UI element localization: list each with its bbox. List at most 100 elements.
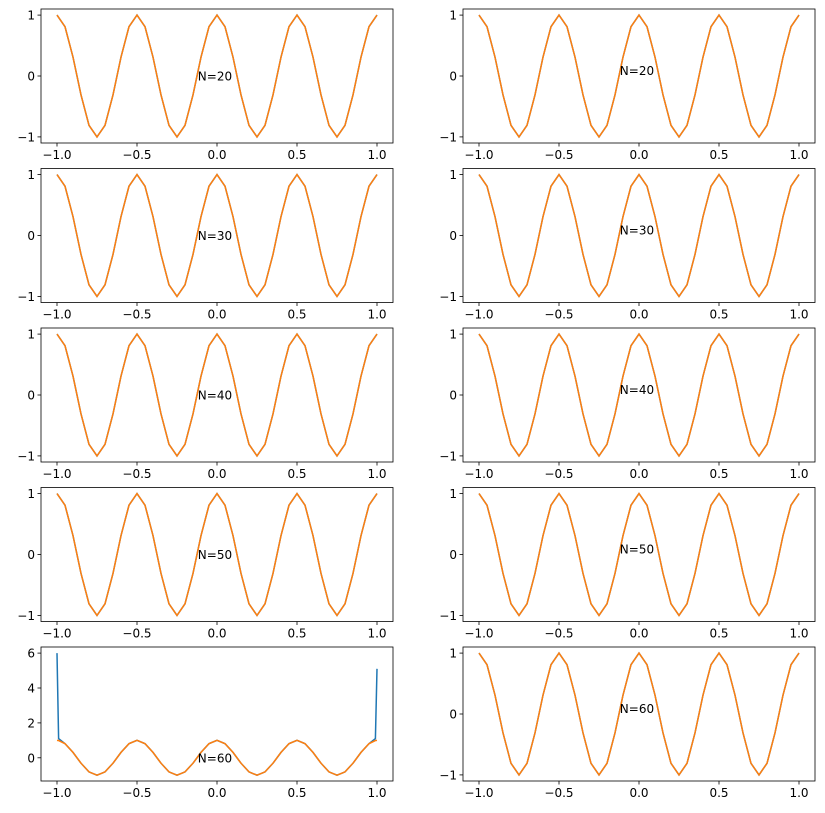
x-tick-label: 0.5 <box>709 786 728 800</box>
x-tick-label: 1.0 <box>367 467 386 481</box>
x-tick-label: −1.0 <box>42 627 71 641</box>
x-tick-label: −0.5 <box>122 308 151 322</box>
annotation: N=30 <box>620 224 654 238</box>
x-tick-label: −1.0 <box>464 467 493 481</box>
y-tick-label: 6 <box>27 647 35 661</box>
annotation: N=20 <box>620 64 654 78</box>
annotation: N=20 <box>198 70 232 84</box>
y-tick-label: 0 <box>27 751 35 765</box>
y-tick-label: −1 <box>17 290 35 304</box>
data-line <box>478 173 800 298</box>
x-tick-label: −0.5 <box>544 308 573 322</box>
x-tick-label: −1.0 <box>42 308 71 322</box>
x-tick-label: 1.0 <box>789 786 808 800</box>
y-tick-label: −1 <box>439 130 457 144</box>
y-tick-label: 0 <box>27 70 35 84</box>
y-tick-label: 1 <box>27 328 35 342</box>
annotation: N=50 <box>620 543 654 557</box>
x-tick-label: −0.5 <box>544 627 573 641</box>
y-tick-label: 0 <box>27 229 35 243</box>
y-tick-label: 0 <box>449 229 457 243</box>
y-tick-label: 0 <box>27 389 35 403</box>
x-tick-label: 0.0 <box>629 308 648 322</box>
x-tick-label: −0.5 <box>122 467 151 481</box>
y-tick-label: 0 <box>449 708 457 722</box>
data-line <box>478 651 800 777</box>
annotation: N=60 <box>198 751 232 765</box>
x-tick-label: 0.0 <box>629 148 648 162</box>
x-tick-label: 0.0 <box>207 148 226 162</box>
x-tick-label: 0.0 <box>207 627 226 641</box>
x-tick-label: 0.5 <box>709 148 728 162</box>
data-line <box>478 13 800 139</box>
x-tick-label: 1.0 <box>367 627 386 641</box>
data-line <box>478 332 800 458</box>
x-tick-label: 1.0 <box>789 467 808 481</box>
x-tick-label: 0.5 <box>709 627 728 641</box>
y-tick-label: −1 <box>439 768 457 782</box>
y-tick-label: 1 <box>27 9 35 23</box>
data-line <box>56 739 378 777</box>
x-tick-label: −1.0 <box>464 627 493 641</box>
x-tick-label: 0.5 <box>287 786 306 800</box>
annotation: N=40 <box>198 389 232 403</box>
x-tick-label: −1.0 <box>42 148 71 162</box>
x-tick-label: −1.0 <box>464 148 493 162</box>
y-tick-label: 0 <box>27 548 35 562</box>
x-tick-label: −1.0 <box>464 308 493 322</box>
x-tick-label: 1.0 <box>367 786 386 800</box>
annotation: N=30 <box>198 229 232 243</box>
y-tick-label: 1 <box>449 328 457 342</box>
x-tick-label: 1.0 <box>789 627 808 641</box>
data-line <box>56 332 378 458</box>
y-tick-label: −1 <box>17 130 35 144</box>
x-tick-label: −0.5 <box>122 786 151 800</box>
x-tick-label: −0.5 <box>122 148 151 162</box>
x-tick-label: −1.0 <box>42 786 71 800</box>
y-tick-label: −1 <box>17 449 35 463</box>
x-tick-label: 0.0 <box>629 467 648 481</box>
data-line <box>478 492 800 617</box>
x-tick-label: 1.0 <box>789 148 808 162</box>
y-tick-label: −1 <box>439 290 457 304</box>
x-tick-label: 1.0 <box>789 308 808 322</box>
x-tick-label: 0.5 <box>287 627 306 641</box>
y-tick-label: 0 <box>449 70 457 84</box>
x-tick-label: −0.5 <box>544 467 573 481</box>
data-line <box>56 173 378 298</box>
x-tick-label: −0.5 <box>122 627 151 641</box>
x-tick-label: −1.0 <box>464 786 493 800</box>
data-line <box>56 492 378 617</box>
x-tick-label: 0.0 <box>207 467 226 481</box>
x-tick-label: 0.5 <box>287 148 306 162</box>
y-tick-label: 0 <box>449 548 457 562</box>
x-tick-label: −0.5 <box>544 786 573 800</box>
y-tick-label: −1 <box>439 449 457 463</box>
y-tick-label: 0 <box>449 389 457 403</box>
y-tick-label: −1 <box>17 609 35 623</box>
annotation: N=60 <box>620 702 654 716</box>
x-tick-label: 0.5 <box>709 308 728 322</box>
x-tick-label: 0.0 <box>629 786 648 800</box>
y-tick-label: 1 <box>27 168 35 182</box>
x-tick-label: 0.0 <box>207 308 226 322</box>
x-tick-label: 0.5 <box>709 467 728 481</box>
y-tick-label: −1 <box>439 609 457 623</box>
y-tick-label: 2 <box>27 716 35 730</box>
x-tick-label: 0.0 <box>207 786 226 800</box>
x-tick-label: −0.5 <box>544 148 573 162</box>
annotation: N=40 <box>620 383 654 397</box>
x-tick-label: 0.5 <box>287 308 306 322</box>
x-tick-label: 1.0 <box>367 148 386 162</box>
x-tick-label: 0.5 <box>287 467 306 481</box>
y-tick-label: 1 <box>449 168 457 182</box>
y-tick-label: 1 <box>449 487 457 501</box>
data-line <box>56 13 378 139</box>
annotation: N=50 <box>198 548 232 562</box>
y-tick-label: 1 <box>449 647 457 661</box>
y-tick-label: 1 <box>449 9 457 23</box>
y-tick-label: 4 <box>27 682 35 696</box>
y-tick-label: 1 <box>27 487 35 501</box>
